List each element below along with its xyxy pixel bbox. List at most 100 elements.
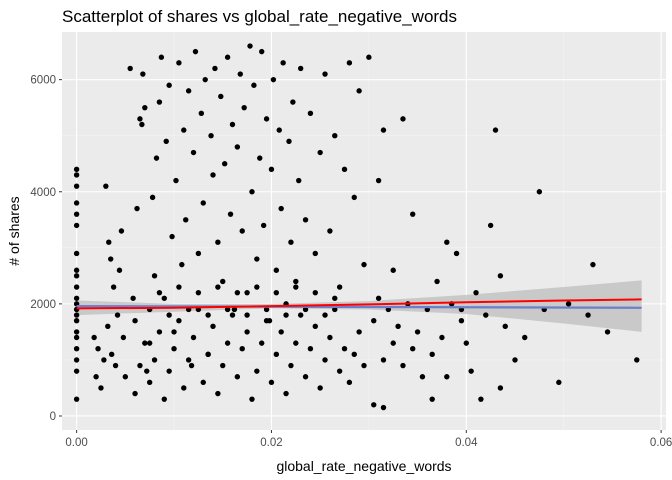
x-tick-label: 0.02 xyxy=(260,437,282,449)
data-point xyxy=(132,317,138,324)
data-point xyxy=(181,385,187,391)
data-point xyxy=(101,357,107,363)
data-point xyxy=(234,289,241,296)
x-tick-label: 0.00 xyxy=(65,437,87,449)
data-point xyxy=(200,379,206,386)
plot-panel xyxy=(62,32,666,430)
data-point xyxy=(254,256,260,262)
data-point xyxy=(134,205,140,212)
data-point xyxy=(487,222,494,229)
data-point xyxy=(229,121,236,128)
data-point xyxy=(312,250,318,257)
data-point xyxy=(468,368,474,374)
data-point xyxy=(263,116,270,122)
data-point xyxy=(171,329,177,335)
data-point xyxy=(179,261,185,268)
data-point xyxy=(221,161,228,167)
data-point xyxy=(73,357,80,363)
data-point xyxy=(283,390,289,397)
data-point xyxy=(149,194,156,201)
data-point xyxy=(434,278,440,285)
data-point xyxy=(312,323,318,329)
data-point xyxy=(220,362,226,369)
data-point xyxy=(317,149,323,156)
data-point xyxy=(73,250,80,257)
data-point xyxy=(270,76,277,83)
data-point xyxy=(234,374,241,380)
data-point xyxy=(322,312,328,318)
data-point xyxy=(254,368,260,374)
data-point xyxy=(327,228,333,234)
data-point xyxy=(224,340,231,346)
data-point xyxy=(73,295,80,301)
data-point xyxy=(166,312,172,318)
data-point xyxy=(297,312,304,318)
data-point xyxy=(169,233,175,240)
data-point xyxy=(73,222,80,229)
data-point xyxy=(151,273,158,279)
data-point xyxy=(158,54,165,60)
data-point xyxy=(361,362,367,369)
data-point xyxy=(161,295,167,301)
smooth-trend-line xyxy=(76,298,642,310)
data-point xyxy=(146,379,153,386)
data-point xyxy=(346,379,353,386)
data-point xyxy=(176,284,182,290)
data-point xyxy=(156,289,163,296)
data-point xyxy=(130,295,136,301)
data-point xyxy=(105,323,111,329)
data-point xyxy=(395,323,401,329)
data-point xyxy=(173,177,179,184)
data-point xyxy=(444,239,450,245)
data-point xyxy=(212,65,218,72)
data-point xyxy=(565,301,572,307)
data-point xyxy=(73,267,80,273)
data-point xyxy=(73,172,80,178)
data-point xyxy=(114,312,121,318)
data-point xyxy=(336,284,343,290)
data-point xyxy=(263,306,270,313)
x-axis: 0.00 0.02 0.04 0.06 xyxy=(65,430,672,449)
data-point xyxy=(73,183,80,189)
data-point xyxy=(220,278,226,285)
data-point xyxy=(444,374,450,380)
data-point xyxy=(288,362,294,369)
data-point xyxy=(293,340,299,346)
data-point xyxy=(263,317,270,324)
data-point xyxy=(590,261,596,268)
data-point xyxy=(634,357,640,363)
data-point xyxy=(103,183,109,189)
data-point xyxy=(249,396,255,402)
data-point xyxy=(208,133,214,139)
data-point xyxy=(140,71,146,77)
data-point xyxy=(163,138,169,145)
data-point xyxy=(288,239,294,245)
data-point xyxy=(156,99,163,105)
data-point xyxy=(483,312,489,318)
data-point xyxy=(556,379,562,386)
data-point xyxy=(73,284,80,290)
data-point xyxy=(278,329,284,335)
data-point xyxy=(108,351,115,358)
data-point xyxy=(429,351,435,358)
data-point xyxy=(356,88,362,94)
data-point xyxy=(205,312,211,318)
data-point xyxy=(73,211,80,217)
chart-title: Scatterplot of shares vs global_rate_neg… xyxy=(62,7,457,26)
data-point xyxy=(110,284,117,290)
data-point xyxy=(73,317,80,324)
data-point xyxy=(317,385,323,391)
data-point xyxy=(257,155,263,161)
data-point xyxy=(73,273,80,279)
data-point xyxy=(227,211,234,217)
data-point xyxy=(296,177,302,184)
data-point xyxy=(341,166,348,173)
data-point xyxy=(585,312,591,318)
data-point xyxy=(400,116,406,122)
data-point xyxy=(95,346,101,352)
data-point xyxy=(98,385,104,391)
data-point xyxy=(297,65,304,72)
data-point xyxy=(259,340,265,346)
data-point xyxy=(371,402,377,408)
